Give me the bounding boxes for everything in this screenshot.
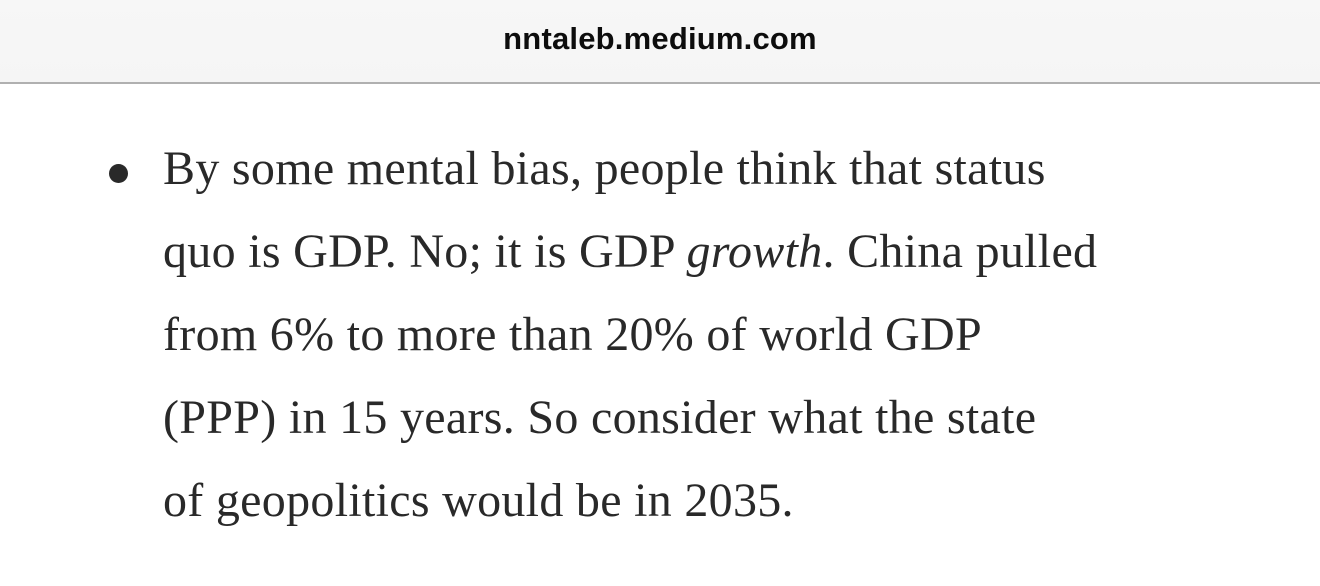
- paragraph-line-4: (PPP) in 15 years. So consider what the …: [163, 391, 1037, 444]
- url-text[interactable]: nntaleb.medium.com: [503, 21, 817, 56]
- paragraph-line-1: By some mental bias, people think that s…: [163, 142, 1046, 195]
- browser-url-bar[interactable]: nntaleb.medium.com: [0, 0, 1320, 84]
- bullet-icon: [109, 164, 128, 183]
- paragraph-line-5: of geopolitics would be in 2035.: [163, 474, 794, 527]
- paragraph-line-2-pre: quo is GDP. No; it is GDP: [163, 225, 687, 278]
- paragraph-line-2: quo is GDP. No; it is GDP growth. China …: [163, 210, 1260, 293]
- paragraph-line-3: from 6% to more than 20% of world GDP: [163, 308, 982, 361]
- article-content: By some mental bias, people think that s…: [0, 86, 1320, 586]
- list-item: By some mental bias, people think that s…: [0, 86, 1320, 542]
- paragraph: By some mental bias, people think that s…: [163, 127, 1260, 542]
- paragraph-line-2-italic: growth: [686, 225, 823, 278]
- paragraph-line-2-post: . China pulled: [822, 225, 1098, 278]
